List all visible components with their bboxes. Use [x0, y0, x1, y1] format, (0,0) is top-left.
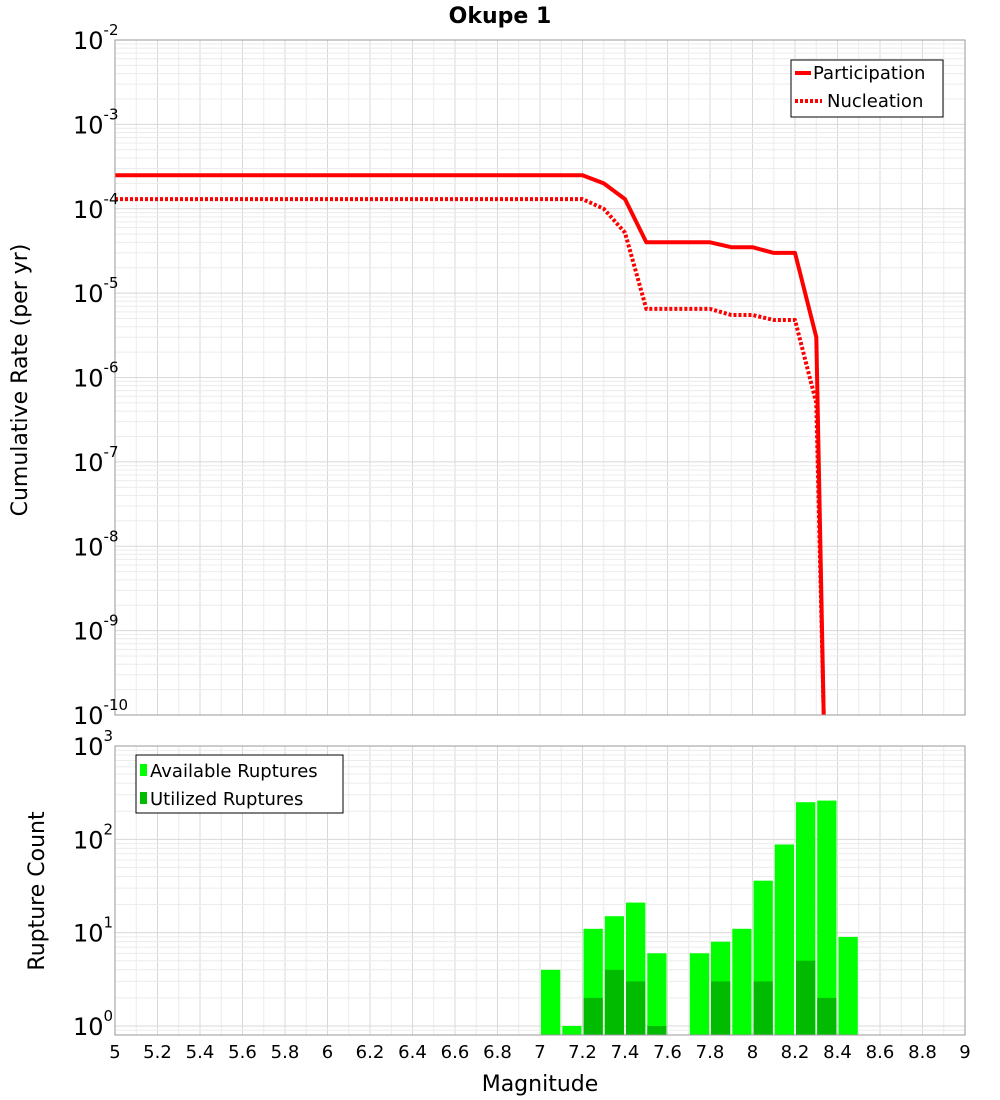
- series-line-nucleation: [115, 197, 826, 715]
- x-tick-label: 6: [322, 1042, 333, 1063]
- x-tick-label: 8.8: [908, 1042, 937, 1063]
- x-tick-label: 6.4: [398, 1042, 427, 1063]
- bar-utilized: [647, 1026, 667, 1035]
- bottom-y-tick-label: 102: [73, 820, 113, 854]
- bar-available: [562, 1026, 582, 1035]
- legend-label-participation: Participation: [813, 63, 925, 84]
- x-tick-label: 8.2: [781, 1042, 810, 1063]
- bar-available: [838, 936, 858, 1035]
- top-y-tick-label: 10-3: [73, 105, 119, 139]
- bar-utilized: [583, 997, 603, 1035]
- x-tick-label: 5: [109, 1042, 120, 1063]
- legend-swatch-utilized: [140, 792, 147, 804]
- x-tick-label: 8: [747, 1042, 758, 1063]
- top-y-ticks: 10-2 10-3 10-4 10-5 10-6 10-7 10-8 10-9 10-10: [73, 21, 128, 730]
- top-y-axis-label: Cumulative Rate (per yr): [8, 244, 33, 517]
- x-tick-label: 7.6: [653, 1042, 682, 1063]
- bottom-plot-border: [114, 745, 966, 1036]
- x-tick-label: 8.6: [866, 1042, 895, 1063]
- bar-utilized: [626, 981, 646, 1035]
- bar-utilized: [753, 981, 773, 1035]
- top-y-tick-label: 10-2: [73, 21, 119, 55]
- x-tick-label: 5.4: [186, 1042, 215, 1063]
- legend-swatch-available: [140, 764, 147, 776]
- top-y-tick-label: 10-8: [73, 527, 119, 561]
- x-tick-label: 7.8: [696, 1042, 725, 1063]
- bar-utilized: [604, 969, 624, 1035]
- x-tick-label: 7: [534, 1042, 545, 1063]
- series-line-participation: [115, 173, 826, 715]
- x-tick-label: 5.2: [143, 1042, 172, 1063]
- bar-available: [647, 953, 667, 1035]
- bar-available: [541, 969, 561, 1035]
- x-tick-label: 6.6: [441, 1042, 470, 1063]
- x-axis-label: Magnitude: [482, 1072, 599, 1097]
- bottom-y-tick-label: 101: [73, 914, 113, 948]
- top-y-tick-label: 10-4: [73, 190, 119, 224]
- top-y-tick-label: 10-7: [73, 443, 119, 477]
- top-grid: [114, 40, 966, 716]
- bar-utilized: [711, 981, 731, 1035]
- x-tick-label: 7.2: [568, 1042, 597, 1063]
- x-tick-label: 5.6: [228, 1042, 257, 1063]
- bottom-x-ticks: 5 5.2 5.4 5.6 5.8 6 6.2 6.4 6.6 6.8 7 7.2 7.4 7.6 7.8 8…: [109, 1042, 970, 1063]
- bar-available: [774, 844, 794, 1035]
- top-y-tick-label: 10-9: [73, 612, 119, 646]
- top-legend-box: [790, 59, 944, 118]
- x-tick-label: 9: [959, 1042, 970, 1063]
- top-y-tick-label: 10-5: [73, 274, 119, 308]
- legend-label-utilized: Utilized Ruptures: [150, 789, 303, 810]
- legend-label-nucleation: Nucleation: [827, 91, 923, 112]
- top-plot-border: [114, 39, 966, 716]
- legend-label-available: Available Ruptures: [150, 761, 318, 782]
- bar-utilized: [817, 997, 837, 1035]
- bar-available: [732, 928, 752, 1035]
- bar-available: [689, 953, 710, 1035]
- x-tick-label: 6.2: [356, 1042, 385, 1063]
- top-legend: Participation Nucleation: [790, 59, 944, 118]
- bottom-y-tick-label: 103: [73, 727, 113, 761]
- bottom-legend: Available Ruptures Utilized Ruptures: [135, 754, 344, 814]
- top-series-lines: [115, 173, 826, 715]
- bottom-legend-box: [135, 754, 344, 814]
- bar-utilized: [796, 960, 816, 1035]
- x-tick-label: 5.8: [271, 1042, 300, 1063]
- chart-title: Okupe 1: [449, 4, 552, 29]
- top-y-tick-label: 10-10: [73, 696, 128, 730]
- x-tick-label: 8.4: [823, 1042, 852, 1063]
- bottom-bars: [541, 800, 858, 1035]
- bar-available: [817, 800, 837, 1035]
- bottom-y-ticks: 103 102 101 100: [73, 727, 113, 1041]
- bottom-y-tick-label: 100: [73, 1007, 113, 1041]
- x-tick-label: 6.8: [483, 1042, 512, 1063]
- bottom-y-axis-label: Rupture Count: [25, 811, 50, 971]
- x-tick-label: 7.4: [611, 1042, 640, 1063]
- top-y-tick-label: 10-6: [73, 359, 119, 393]
